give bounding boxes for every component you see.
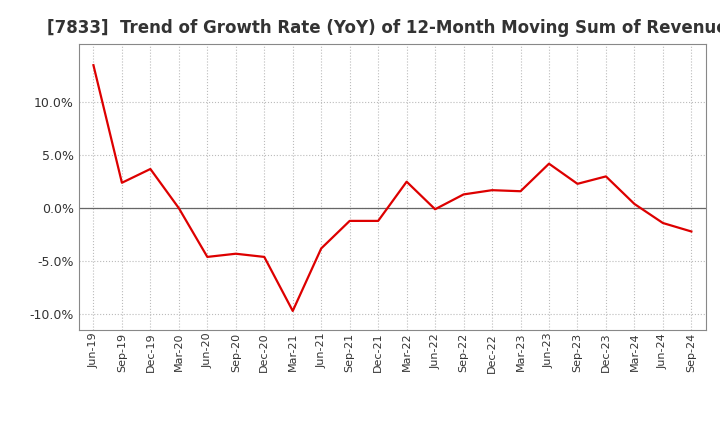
Title: [7833]  Trend of Growth Rate (YoY) of 12-Month Moving Sum of Revenues: [7833] Trend of Growth Rate (YoY) of 12-… bbox=[47, 19, 720, 37]
